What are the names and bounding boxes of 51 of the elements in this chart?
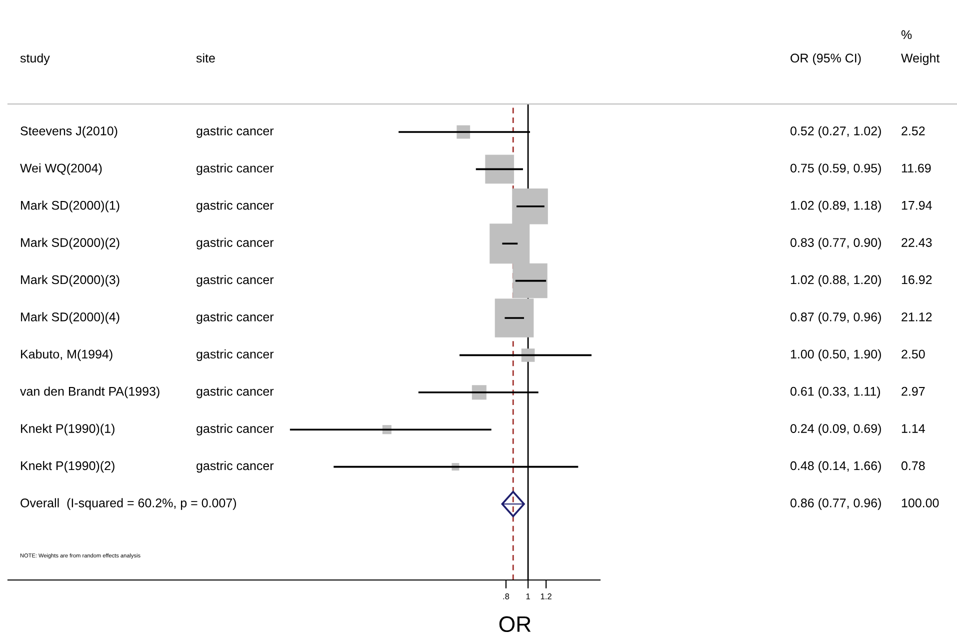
data-label: 1.02 (0.88, 1.20) (790, 274, 881, 287)
annotation: gastric cancer (196, 349, 274, 362)
text: % Weight (901, 30, 940, 65)
y-tick-label: Mark SD(2000)(3) (21, 274, 120, 287)
data-label: 0.83 (0.77, 0.90) (790, 238, 881, 250)
y-tick-label: Knekt P(1990)(1) (21, 424, 114, 436)
text: study (20, 53, 50, 65)
text: 2.97 (902, 386, 925, 396)
y-tick-label: Wei WQ(2004) (20, 163, 102, 176)
annotation: gastric cancer (196, 460, 274, 473)
annotation: gastric cancer (196, 126, 274, 138)
y-tick-label: Kabuto, M(1994) (21, 349, 112, 362)
data-label: 0.75 (0.59, 0.95) (790, 163, 881, 176)
text: 17.94 (902, 200, 932, 210)
text: 1.14 (902, 424, 925, 433)
y-tick-label: Knekt P(1990)(2) (21, 460, 114, 473)
text: 2.50 (902, 350, 925, 359)
y-tick-label: Mark SD(2000)(4) (21, 312, 120, 324)
text: 22.43 (902, 238, 932, 247)
y-tick-label: Overall (I-squared = 60.2%, p = 0.007) (20, 498, 236, 510)
annotation: gastric cancer (196, 274, 274, 287)
annotation: gastric cancer (196, 424, 274, 436)
data-label: 0.52 (0.27, 1.02) (790, 126, 881, 138)
data-label: 0.24 (0.09, 0.69) (790, 424, 881, 436)
annotation: gastric cancer (196, 200, 274, 212)
text: 0.78 (901, 461, 925, 470)
x-tick-label: .8 (503, 593, 510, 600)
text: OR (95% CI) (790, 53, 861, 65)
y-tick-label: van den Brandt PA(1993) (20, 386, 160, 398)
data-label: 0.87 (0.79, 0.96) (790, 312, 881, 324)
annotation: gastric cancer (196, 238, 274, 250)
text: site (196, 53, 215, 63)
y-tick-label: Steevens J(2010) (20, 126, 118, 138)
text: 0.86 (0.77, 0.96) (790, 498, 881, 510)
x-tick-label: 1 (526, 594, 530, 600)
text: 2.52 (902, 126, 925, 136)
text: 16.92 (902, 275, 932, 284)
annotation: gastric cancer (196, 312, 274, 324)
data-label: 1.00 (0.50, 1.90) (790, 349, 881, 362)
y-tick-label: Mark SD(2000)(1) (21, 200, 120, 212)
data-label: 0.61 (0.33, 1.11) (790, 386, 880, 398)
x-axis-title: OR (499, 616, 531, 632)
text: 21.12 (902, 312, 932, 322)
text: 100.00 (902, 498, 939, 508)
data-label: 1.02 (0.89, 1.18) (790, 200, 881, 212)
text: 11.69 (902, 164, 931, 173)
y-tick-label: Mark SD(2000)(2) (21, 238, 120, 250)
x-tick-label: 1.2 (540, 593, 552, 600)
data-label: 0.48 (0.14, 1.66) (790, 460, 881, 473)
annotation: gastric cancer (196, 163, 274, 176)
annotation: gastric cancer (196, 386, 274, 398)
